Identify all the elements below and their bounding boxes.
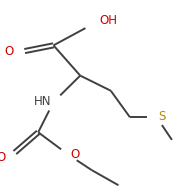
Text: OH: OH bbox=[99, 14, 117, 27]
Text: O: O bbox=[4, 46, 13, 58]
Text: O: O bbox=[0, 151, 6, 164]
Text: S: S bbox=[159, 110, 166, 123]
Text: HN: HN bbox=[34, 95, 52, 108]
Text: O: O bbox=[71, 148, 80, 160]
